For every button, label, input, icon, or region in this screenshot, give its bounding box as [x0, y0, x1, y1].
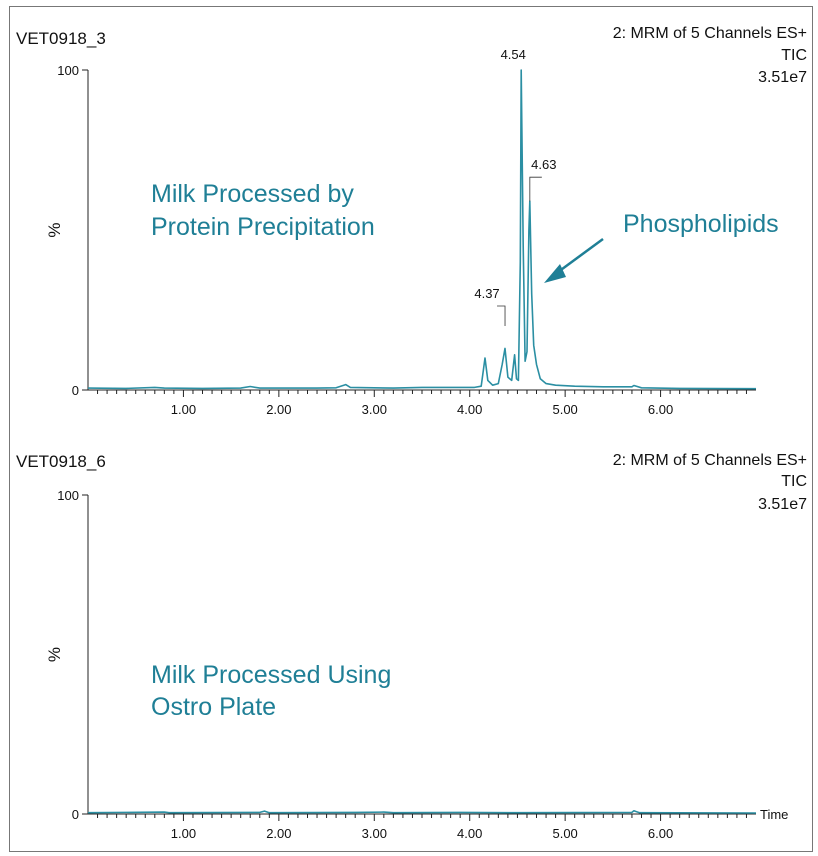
x-tick-label: 6.00 — [648, 402, 673, 417]
x-tick-label: 2.00 — [266, 826, 291, 841]
peak-label: 4.37 — [474, 286, 499, 301]
x-axis-label: Time — [760, 807, 788, 822]
chromatogram-svg: VET0918_3 2: MRM of 5 Channels ES+ TIC 3.51… — [16, 25, 807, 841]
header-line-2: TIC — [781, 47, 807, 64]
y-axis-label: % — [45, 222, 64, 237]
header-line-3: 3.51e7 — [758, 496, 807, 513]
sample-title: VET0918_3 — [16, 29, 106, 48]
peak-leader-line — [497, 305, 506, 326]
header-line-1: 2: MRM of 5 Channels ES+ — [613, 452, 807, 469]
peak-leader-line — [529, 176, 542, 202]
header-line-2: TIC — [781, 473, 807, 490]
trace-line — [87, 69, 757, 390]
x-tick-label: 6.00 — [648, 826, 673, 841]
x-tick-label: 2.00 — [266, 402, 291, 417]
x-tick-label: 3.00 — [362, 402, 387, 417]
y-tick-label: 100 — [57, 63, 79, 78]
annotation-text: Milk Processed by — [151, 180, 354, 208]
header-line-3: 3.51e7 — [758, 69, 807, 86]
y-tick-label: 0 — [72, 383, 79, 398]
x-tick-label: 4.00 — [457, 826, 482, 841]
trace-line — [87, 809, 757, 814]
x-tick-label: 5.00 — [552, 826, 577, 841]
annotation-text: Ostro Plate — [151, 693, 276, 721]
annotation-text: Protein Precipitation — [151, 213, 375, 241]
chromatogram-figure: VET0918_3 2: MRM of 5 Channels ES+ TIC 3.51… — [9, 6, 813, 852]
x-tick-label: 1.00 — [171, 826, 196, 841]
sample-title: VET0918_6 — [16, 452, 106, 471]
x-tick-label: 1.00 — [171, 402, 196, 417]
peak-label: 4.63 — [531, 157, 556, 172]
annotation-text: Milk Processed Using — [151, 661, 391, 689]
y-tick-label: 0 — [72, 807, 79, 822]
peak-label: 4.54 — [501, 47, 526, 62]
y-tick-label: 100 — [57, 488, 79, 503]
x-tick-label: 3.00 — [362, 826, 387, 841]
annotation-text: Phospholipids — [623, 210, 779, 238]
phospholipids-arrow-head — [544, 264, 566, 283]
x-tick-label: 4.00 — [457, 402, 482, 417]
x-tick-label: 5.00 — [552, 402, 577, 417]
header-line-1: 2: MRM of 5 Channels ES+ — [613, 25, 807, 42]
y-axis-label: % — [45, 647, 64, 662]
